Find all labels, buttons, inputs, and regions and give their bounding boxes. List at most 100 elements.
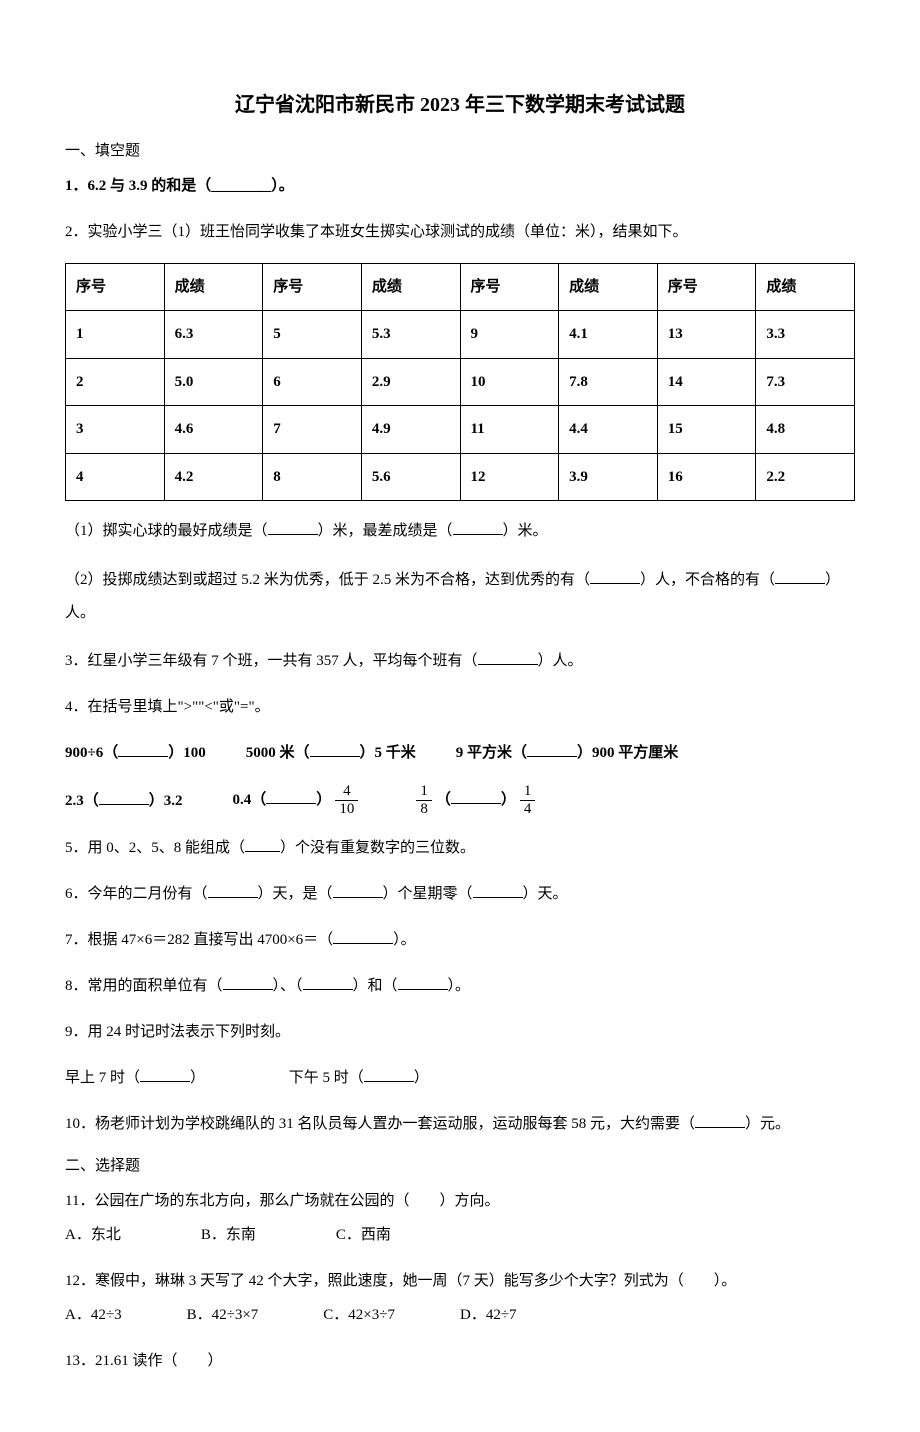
blank bbox=[333, 883, 383, 898]
table-row: 2 5.0 6 2.9 10 7.8 14 7.3 bbox=[66, 358, 855, 406]
option-c: C．42×3÷7 bbox=[323, 1300, 395, 1330]
table-cell: 4.9 bbox=[361, 406, 460, 454]
table-cell: 序号 bbox=[263, 263, 362, 311]
table-cell: 成绩 bbox=[559, 263, 658, 311]
table-cell: 9 bbox=[460, 311, 559, 359]
numerator: 1 bbox=[520, 784, 536, 801]
text: ）个没有重复数字的三位数。 bbox=[280, 840, 475, 856]
table-cell: 7 bbox=[263, 406, 362, 454]
text: ） bbox=[414, 1070, 429, 1086]
table-cell: 4.1 bbox=[559, 311, 658, 359]
blank bbox=[453, 520, 503, 535]
table-cell: 4.4 bbox=[559, 406, 658, 454]
text: 9 平方米（ bbox=[456, 745, 527, 761]
text: ）。 bbox=[448, 978, 471, 994]
table-cell: 13 bbox=[657, 311, 756, 359]
question-4-row1: 900÷6（）100 5000 米（）5 千米 9 平方米（）900 平方厘米 bbox=[65, 738, 855, 768]
text: ）100 bbox=[168, 745, 206, 761]
question-text: 11．公园在广场的东北方向，那么广场就在公园的（ ）方向。 bbox=[65, 1186, 855, 1216]
section-2-heading: 二、选择题 bbox=[65, 1155, 855, 1178]
blank bbox=[266, 789, 316, 804]
table-cell: 15 bbox=[657, 406, 756, 454]
blank bbox=[208, 883, 258, 898]
question-11: 11．公园在广场的东北方向，那么广场就在公园的（ ）方向。 A．东北 B．东南 … bbox=[65, 1186, 855, 1250]
blank bbox=[451, 789, 501, 804]
blank bbox=[99, 790, 149, 805]
table-cell: 5 bbox=[263, 311, 362, 359]
text: 900÷6（ bbox=[65, 745, 118, 761]
text: ）天，是（ bbox=[258, 886, 333, 902]
text: ） bbox=[190, 1070, 205, 1086]
table-cell: 5.3 bbox=[361, 311, 460, 359]
question-10: 10．杨老师计划为学校跳绳队的 31 名队员每人置办一套运动服，运动服每套 58… bbox=[65, 1109, 855, 1139]
table-cell: 10 bbox=[460, 358, 559, 406]
table-cell: 序号 bbox=[66, 263, 165, 311]
table-cell: 序号 bbox=[657, 263, 756, 311]
table-cell: 5.0 bbox=[164, 358, 263, 406]
table-cell: 7.8 bbox=[559, 358, 658, 406]
numerator: 1 bbox=[416, 784, 432, 801]
table-row: 3 4.6 7 4.9 11 4.4 15 4.8 bbox=[66, 406, 855, 454]
denominator: 8 bbox=[416, 801, 432, 817]
question-9-row: 早上 7 时（ ） 下午 5 时（ ） bbox=[65, 1063, 855, 1093]
text: ）3.2 bbox=[149, 793, 183, 809]
table-cell: 3.9 bbox=[559, 453, 658, 501]
denominator: 10 bbox=[335, 801, 358, 817]
option-a: A．东北 bbox=[65, 1220, 121, 1250]
blank bbox=[473, 883, 523, 898]
text: ）5 千米 bbox=[360, 745, 416, 761]
text: （2）投掷成绩达到或超过 5.2 米为优秀，低于 2.5 米为不合格，达到优秀的… bbox=[65, 572, 590, 588]
blank bbox=[590, 569, 640, 584]
text: （ bbox=[436, 792, 451, 808]
table-cell: 4.2 bbox=[164, 453, 263, 501]
text: ）米，最差成绩是（ bbox=[318, 523, 453, 539]
text: ） bbox=[316, 792, 331, 808]
option-b: B．42÷3×7 bbox=[187, 1300, 259, 1330]
text: ） bbox=[501, 792, 516, 808]
question-4-intro: 4．在括号里填上">""<"或"="。 bbox=[65, 692, 855, 722]
text: 5000 米（ bbox=[246, 745, 310, 761]
table-row: 4 4.2 8 5.6 12 3.9 16 2.2 bbox=[66, 453, 855, 501]
table-cell: 16 bbox=[657, 453, 756, 501]
question-5: 5．用 0、2、5、8 能组成（）个没有重复数字的三位数。 bbox=[65, 833, 855, 863]
text: （1）掷实心球的最好成绩是（ bbox=[65, 523, 268, 539]
table-cell: 14 bbox=[657, 358, 756, 406]
question-8: 8．常用的面积单位有（）、（）和（）。 bbox=[65, 971, 855, 1001]
table-cell: 5.6 bbox=[361, 453, 460, 501]
table-cell: 4.8 bbox=[756, 406, 855, 454]
question-text: 12．寒假中，琳琳 3 天写了 42 个大字，照此速度，她一周（7 天）能写多少… bbox=[65, 1266, 855, 1296]
numerator: 4 bbox=[335, 784, 358, 801]
question-9-intro: 9．用 24 时记时法表示下列时刻。 bbox=[65, 1017, 855, 1047]
table-cell: 3 bbox=[66, 406, 165, 454]
table-cell: 成绩 bbox=[756, 263, 855, 311]
text: ）人，不合格的有（ bbox=[640, 572, 775, 588]
table-cell: 2.2 bbox=[756, 453, 855, 501]
blank bbox=[223, 975, 273, 990]
table-cell: 7.3 bbox=[756, 358, 855, 406]
text: 下午 5 时（ bbox=[289, 1070, 364, 1086]
table-cell: 6.3 bbox=[164, 311, 263, 359]
blank bbox=[333, 929, 393, 944]
question-2-intro: 2．实验小学三（1）班王怡同学收集了本班女生掷实心球测试的成绩（单位：米），结果… bbox=[65, 217, 855, 247]
text: ）人。 bbox=[538, 653, 583, 669]
text: 早上 7 时（ bbox=[65, 1070, 140, 1086]
section-1-heading: 一、填空题 bbox=[65, 140, 855, 163]
score-table: 序号 成绩 序号 成绩 序号 成绩 序号 成绩 1 6.3 5 5.3 9 4.… bbox=[65, 263, 855, 502]
table-cell: 8 bbox=[263, 453, 362, 501]
blank bbox=[527, 742, 577, 757]
fraction: 18 bbox=[416, 784, 432, 817]
option-d: D．42÷7 bbox=[460, 1300, 517, 1330]
text: ）米。 bbox=[503, 523, 548, 539]
table-cell: 序号 bbox=[460, 263, 559, 311]
blank bbox=[695, 1113, 745, 1128]
table-cell: 2.9 bbox=[361, 358, 460, 406]
fraction: 410 bbox=[335, 784, 358, 817]
question-4-row2: 2.3（）3.2 0.4（）410 18（）14 bbox=[65, 784, 855, 817]
blank bbox=[140, 1067, 190, 1082]
text: ）。 bbox=[393, 932, 416, 948]
blank bbox=[398, 975, 448, 990]
text: 8．常用的面积单位有（ bbox=[65, 978, 223, 994]
text: ）天。 bbox=[523, 886, 568, 902]
blank bbox=[268, 520, 318, 535]
table-row: 序号 成绩 序号 成绩 序号 成绩 序号 成绩 bbox=[66, 263, 855, 311]
